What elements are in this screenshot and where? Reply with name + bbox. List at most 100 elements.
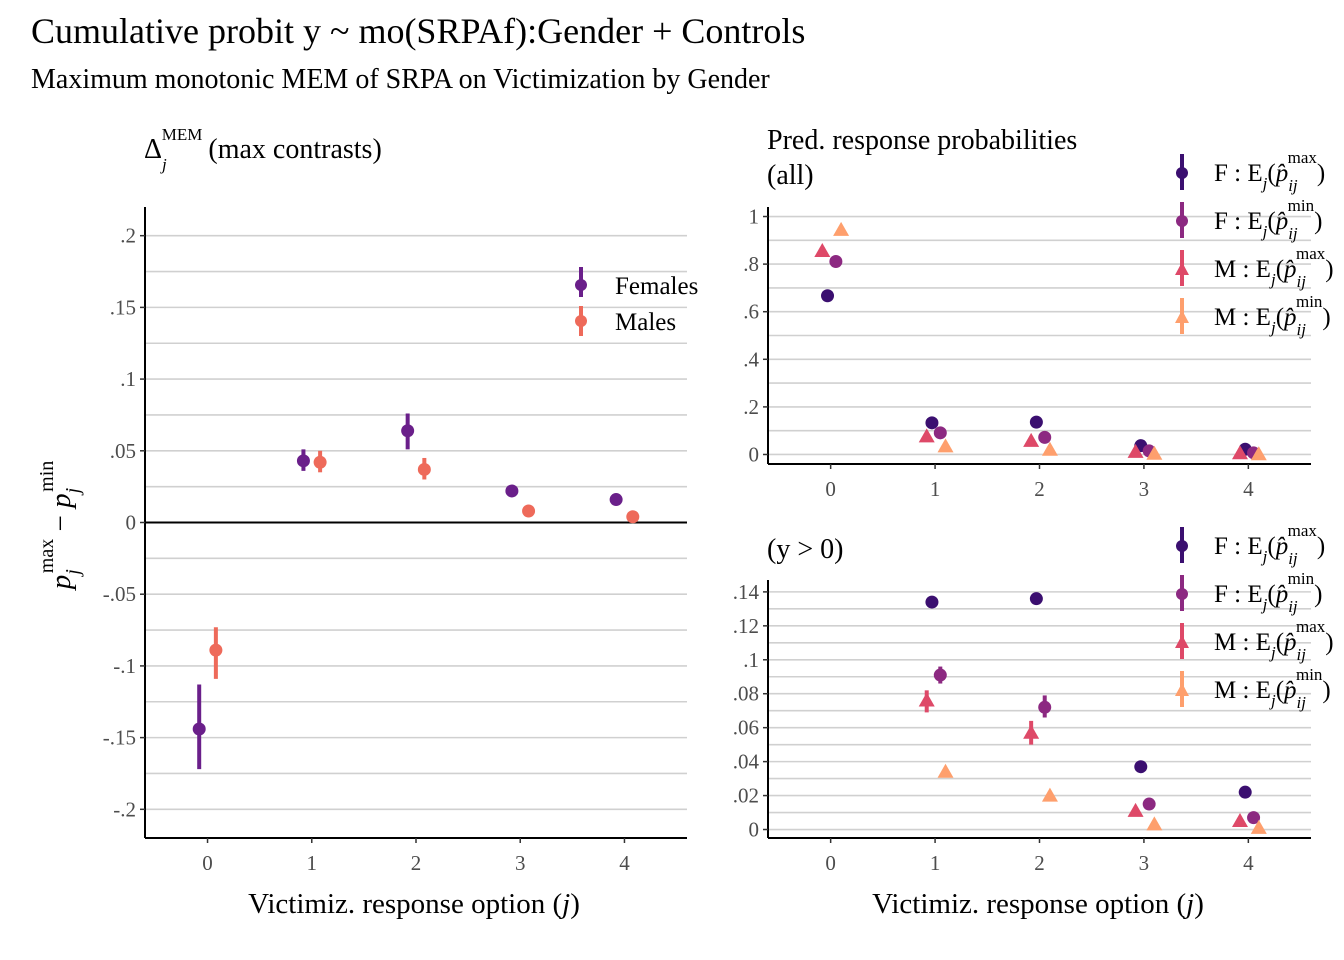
x-tick-label: 0 bbox=[825, 851, 836, 875]
data-point bbox=[1127, 802, 1144, 817]
y-tick-label: .1 bbox=[120, 367, 136, 391]
legend-f-max-label: F : Ej(p̂ijmax) bbox=[1214, 148, 1325, 195]
data-point bbox=[1041, 787, 1058, 802]
data-point bbox=[313, 455, 327, 469]
series-0 bbox=[925, 592, 1252, 799]
data-point bbox=[933, 426, 947, 440]
data-point bbox=[401, 424, 415, 438]
legend-m-min-label: M : Ej(p̂ijmin) bbox=[1214, 665, 1331, 712]
data-point bbox=[1231, 445, 1248, 460]
x-tick-label: 1 bbox=[307, 851, 318, 875]
series-1 bbox=[933, 666, 1261, 825]
x-tick-label: 2 bbox=[1034, 477, 1045, 501]
y-tick-label: .12 bbox=[733, 614, 759, 638]
data-point bbox=[1250, 819, 1267, 834]
x-tick-label: 4 bbox=[1243, 477, 1254, 501]
data-point bbox=[209, 643, 223, 657]
chart-subtitle: Maximum monotonic MEM of SRPA on Victimi… bbox=[31, 64, 770, 95]
data-point bbox=[925, 595, 939, 609]
data-point bbox=[833, 221, 850, 236]
data-point bbox=[937, 763, 954, 778]
data-point bbox=[1023, 724, 1040, 739]
series-1 bbox=[209, 450, 640, 679]
legend-m-min-label: M : Ej(p̂ijmin) bbox=[1214, 292, 1331, 339]
data-point bbox=[814, 243, 831, 258]
data-point bbox=[1029, 592, 1043, 606]
data-point bbox=[925, 416, 939, 430]
legend-m-max-label: M : Ej(p̂ijmax) bbox=[1214, 617, 1334, 664]
y-tick-label: -.05 bbox=[103, 582, 136, 606]
legend-females-marker bbox=[575, 279, 587, 291]
right-top-panel-subtitle: (all) bbox=[767, 160, 814, 191]
x-tick-label: 2 bbox=[1034, 851, 1045, 875]
series-3 bbox=[937, 763, 1267, 834]
data-point bbox=[821, 289, 835, 303]
y-tick-label: .4 bbox=[743, 347, 759, 371]
series-2 bbox=[814, 243, 1248, 460]
data-point bbox=[1038, 430, 1052, 444]
y-tick-label: .1 bbox=[743, 648, 759, 672]
legend-m-max-marker bbox=[1175, 262, 1189, 275]
data-point bbox=[417, 462, 431, 476]
legend-males-label: Males bbox=[615, 309, 676, 336]
y-tick-label: -.1 bbox=[113, 654, 136, 678]
left-legend: Females Males bbox=[575, 267, 698, 336]
left-x-axis-label: Victimiz. response option (j) bbox=[248, 888, 580, 920]
x-tick-label: 0 bbox=[825, 477, 836, 501]
y-tick-label: 0 bbox=[749, 818, 760, 842]
right-bottom-panel-title: (y > 0) bbox=[767, 534, 843, 565]
left-panel: .2 .15 .1 .05 0 -.05 -.1 -.15 -.2 0 1 2 3 4 bbox=[103, 207, 687, 875]
data-point bbox=[918, 428, 935, 443]
data-point bbox=[1247, 811, 1261, 825]
right-top-panel-title: Pred. response probabilities bbox=[767, 125, 1077, 156]
data-point bbox=[1250, 446, 1267, 461]
legend-m-max-label: M : Ej(p̂ijmax) bbox=[1214, 244, 1334, 291]
series-3 bbox=[833, 221, 1267, 461]
y-tick-label: .02 bbox=[733, 784, 759, 808]
data-point bbox=[1038, 700, 1052, 714]
legend-m-min-marker bbox=[1175, 683, 1189, 696]
data-point bbox=[522, 504, 536, 518]
data-point bbox=[933, 668, 947, 682]
x-tick-label: 3 bbox=[1139, 477, 1150, 501]
y-tick-label: .2 bbox=[743, 395, 759, 419]
right-x-axis-label: Victimiz. response option (j) bbox=[872, 888, 1204, 920]
data-point bbox=[609, 493, 623, 507]
legend-f-min-label: F : Ej(p̂ijmin) bbox=[1214, 196, 1322, 243]
y-tick-label: .05 bbox=[110, 439, 136, 463]
x-tick-label: 1 bbox=[930, 477, 941, 501]
data-point bbox=[192, 722, 206, 736]
data-point bbox=[937, 438, 954, 453]
data-point bbox=[918, 692, 935, 707]
y-tick-label: .14 bbox=[733, 580, 760, 604]
series-0 bbox=[192, 413, 623, 770]
x-tick-label: 3 bbox=[1139, 851, 1150, 875]
data-point bbox=[1238, 785, 1252, 799]
series-2 bbox=[918, 690, 1248, 828]
y-tick-label: .08 bbox=[733, 682, 759, 706]
data-point bbox=[1029, 415, 1043, 429]
x-tick-label: 4 bbox=[1243, 851, 1254, 875]
legend-males-marker bbox=[575, 315, 587, 327]
series-1 bbox=[829, 254, 1261, 460]
y-tick-label: .15 bbox=[110, 295, 136, 319]
y-tick-label: 0 bbox=[126, 511, 137, 535]
legend-f-min-marker bbox=[1176, 215, 1188, 227]
left-y-axis-label: pjmax − pjmin bbox=[36, 461, 84, 592]
right-bottom-panel: .14 .12 .1 .08 .06 .04 .02 0 0 1 2 3 4 bbox=[733, 580, 1311, 875]
data-point bbox=[1231, 813, 1248, 828]
data-point bbox=[1146, 816, 1163, 831]
legend-f-max-marker bbox=[1176, 540, 1188, 552]
y-tick-label: 0 bbox=[749, 442, 760, 466]
x-tick-label: 0 bbox=[202, 851, 213, 875]
y-tick-label: .8 bbox=[743, 252, 759, 276]
y-tick-label: .2 bbox=[120, 224, 136, 248]
data-point bbox=[1023, 432, 1040, 447]
x-tick-label: 3 bbox=[515, 851, 526, 875]
legend-females-label: Females bbox=[615, 273, 698, 300]
data-point bbox=[829, 254, 843, 268]
x-tick-label: 4 bbox=[619, 851, 630, 875]
y-tick-label: -.2 bbox=[113, 797, 136, 821]
data-point bbox=[296, 454, 310, 468]
